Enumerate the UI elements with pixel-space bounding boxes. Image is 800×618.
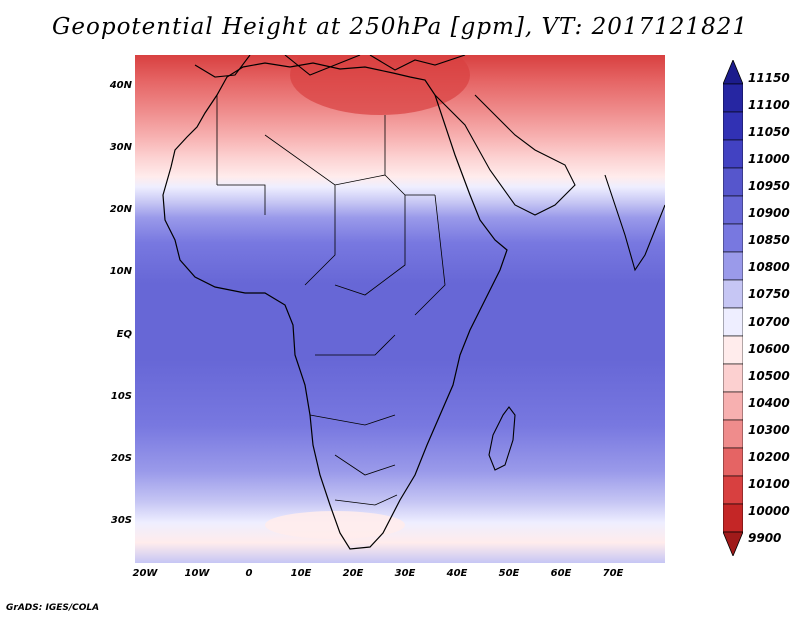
- arabia-coastline: [434, 94, 576, 216]
- lon-label-10e: 10E: [290, 568, 312, 579]
- colorbar-tick-label: 10300: [748, 422, 790, 437]
- colorbar-swatch: [722, 419, 744, 449]
- height-field-map: [135, 55, 665, 563]
- colorbar-bottom-triangle: [722, 531, 744, 558]
- colorbar-tick-label: 11000: [748, 152, 790, 167]
- colorbar-swatch: [722, 447, 744, 477]
- europe-coastline: [194, 55, 466, 78]
- colorbar-tick-label: 10750: [748, 287, 790, 302]
- lat-label-30n: 30N: [109, 142, 132, 153]
- lat-label-30s: 30S: [110, 515, 132, 526]
- colorbar-swatch: [722, 167, 744, 197]
- lat-label-eq: EQ: [116, 329, 132, 340]
- colorbar-swatch: [722, 251, 744, 281]
- lon-label-50e: 50E: [498, 568, 520, 579]
- lat-label-10n: 10N: [109, 266, 132, 277]
- country-borders: [216, 95, 446, 506]
- colorbar-swatch: [722, 139, 744, 169]
- colorbar: [722, 58, 744, 558]
- lon-label-60e: 60E: [550, 568, 572, 579]
- lat-label-20s: 20S: [110, 453, 132, 464]
- lon-label-70e: 70E: [602, 568, 624, 579]
- colorbar-swatch: [722, 391, 744, 421]
- colorbar-tick-label: 11050: [748, 125, 790, 140]
- lat-label-40n: 40N: [109, 80, 132, 91]
- colorbar-swatch: [722, 475, 744, 505]
- colorbar-tick-label: 10100: [748, 476, 790, 491]
- colorbar-swatch: [722, 503, 744, 533]
- lat-label-10s: 10S: [110, 391, 132, 402]
- colorbar-swatch: [722, 307, 744, 337]
- colorbar-tick-label: 10900: [748, 206, 790, 221]
- colorbar-tick-label: 10950: [748, 179, 790, 194]
- colorbar-tick-label: 11100: [748, 98, 790, 113]
- lat-label-20n: 20N: [109, 204, 132, 215]
- lon-label-40e: 40E: [446, 568, 468, 579]
- colorbar-tick-label: 10800: [748, 260, 790, 275]
- africa-coastline: [162, 62, 508, 550]
- colorbar-swatch: [722, 83, 744, 113]
- colorbar-top-triangle: [722, 58, 744, 85]
- credit-text: GrADS: IGES/COLA: [6, 603, 100, 613]
- colorbar-tick-label: 10850: [748, 233, 790, 248]
- colorbar-tick-label: 11150: [748, 71, 790, 85]
- colorbar-swatch: [722, 279, 744, 309]
- colorbar-tick-label: 10600: [748, 341, 790, 356]
- colorbar-tick-label: 10400: [748, 395, 790, 410]
- colorbar-tick-label: 9900: [748, 531, 782, 545]
- colorbar-swatch: [722, 335, 744, 365]
- high-height-tongue: [265, 511, 405, 539]
- colorbar-swatch: [722, 111, 744, 141]
- lon-label-20e: 20E: [342, 568, 364, 579]
- height-field: [135, 55, 665, 563]
- madagascar-coastline: [488, 406, 516, 471]
- colorbar-tick-label: 10700: [748, 314, 790, 329]
- lon-label-0: 0: [245, 568, 253, 579]
- colorbar-graphic: [722, 58, 744, 558]
- colorbar-tick-label: 10500: [748, 368, 790, 383]
- colorbar-swatch: [722, 195, 744, 225]
- lon-label-30e: 30E: [394, 568, 416, 579]
- chart-title: Geopotential Height at 250hPa [gpm], VT:…: [52, 14, 748, 40]
- lon-label-20w: 20W: [132, 568, 158, 579]
- colorbar-tick-label: 10000: [748, 503, 790, 518]
- colorbar-swatch: [722, 363, 744, 393]
- lon-label-10w: 10W: [184, 568, 210, 579]
- low-height-core: [290, 55, 470, 115]
- map-panel: [135, 55, 665, 563]
- colorbar-swatch: [722, 223, 744, 253]
- india-coastline: [604, 174, 665, 272]
- colorbar-tick-label: 10200: [748, 449, 790, 464]
